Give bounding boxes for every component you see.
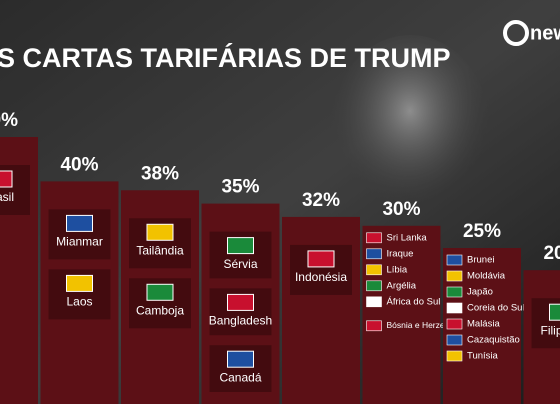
flag bbox=[366, 296, 382, 308]
flag bbox=[366, 248, 382, 260]
flag bbox=[446, 302, 463, 314]
flag bbox=[446, 318, 463, 330]
country-name: Sérvia bbox=[223, 257, 257, 271]
country-name: Bósnia e Herzegovina bbox=[387, 320, 470, 330]
country-name: Malásia bbox=[467, 319, 500, 330]
flag bbox=[366, 232, 382, 244]
flag bbox=[146, 283, 174, 301]
value-label: 50% bbox=[0, 110, 18, 131]
background-figure bbox=[330, 35, 490, 225]
country-name: Líbia bbox=[387, 264, 408, 275]
flag bbox=[0, 170, 13, 188]
country-name: Canadá bbox=[219, 370, 261, 384]
country-name: Cazaquistão bbox=[467, 335, 520, 346]
flag bbox=[366, 264, 382, 276]
flag bbox=[146, 223, 174, 241]
value-label: 38% bbox=[141, 163, 179, 184]
flag bbox=[366, 320, 382, 332]
flag bbox=[66, 214, 93, 232]
country-name: Laos bbox=[66, 295, 92, 309]
country-name: Moldávia bbox=[467, 271, 506, 282]
flag bbox=[227, 293, 254, 311]
country-name: Indonésia bbox=[295, 270, 347, 284]
country-name: Bangladesh bbox=[209, 314, 272, 328]
country-name: Japão bbox=[467, 287, 493, 298]
flag bbox=[446, 334, 463, 346]
flag bbox=[366, 280, 382, 292]
flag bbox=[227, 237, 254, 255]
value-label: 32% bbox=[302, 190, 340, 211]
flag bbox=[549, 303, 560, 321]
flag bbox=[446, 286, 463, 298]
country-name: África do Sul bbox=[387, 296, 441, 307]
flag bbox=[307, 250, 335, 268]
country-name: Mianmar bbox=[56, 235, 103, 249]
value-label: 40% bbox=[60, 154, 98, 175]
country-name: Brunei bbox=[467, 255, 494, 266]
value-label: 20% bbox=[543, 243, 560, 264]
country-name: Sri Lanka bbox=[387, 232, 428, 243]
flag bbox=[446, 270, 463, 282]
chart-title: S CARTAS TARIFÁRIAS DE TRUMP bbox=[0, 42, 451, 73]
country-name: Argélia bbox=[387, 280, 417, 291]
logo-icon bbox=[503, 20, 529, 46]
value-label: 35% bbox=[221, 177, 259, 198]
country-name: Iraque bbox=[387, 248, 414, 259]
flag bbox=[446, 350, 463, 362]
flag bbox=[446, 254, 463, 266]
value-label: 30% bbox=[382, 199, 420, 220]
flag bbox=[227, 350, 254, 368]
country-name: Tunísia bbox=[467, 351, 499, 362]
country-name: Camboja bbox=[136, 303, 184, 317]
flag bbox=[66, 274, 93, 292]
value-label: 25% bbox=[463, 221, 501, 242]
country-name: Coreia do Sul bbox=[467, 303, 525, 314]
country-name: Filipinas bbox=[540, 323, 560, 337]
logo: news bbox=[530, 22, 560, 44]
country-name: Tailândia bbox=[136, 243, 184, 257]
country-name: Brasil bbox=[0, 190, 14, 204]
